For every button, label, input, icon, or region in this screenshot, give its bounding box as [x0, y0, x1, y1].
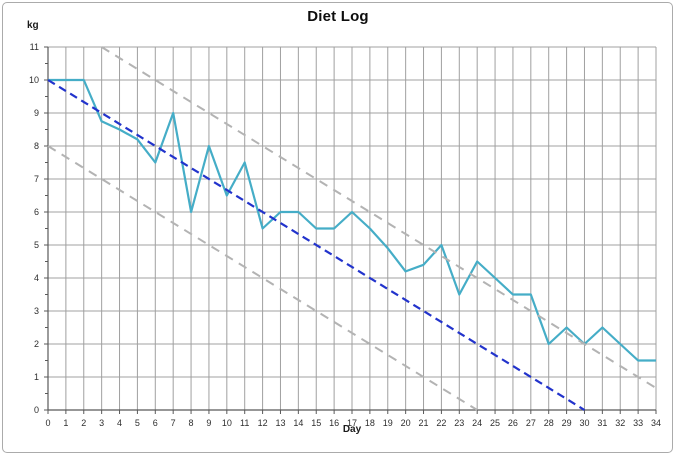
x-tick-label: 5: [135, 418, 140, 428]
chart-title: Diet Log: [307, 8, 369, 25]
x-tick-label: 22: [436, 418, 446, 428]
y-tick-label: 2: [34, 339, 39, 349]
x-tick-label: 32: [615, 418, 625, 428]
y-tick-label: 10: [29, 75, 39, 85]
x-tick-label: 12: [258, 418, 268, 428]
x-tick-label: 18: [365, 418, 375, 428]
x-tick-label: 8: [189, 418, 194, 428]
x-tick-label: 26: [508, 418, 518, 428]
x-tick-label: 17: [347, 418, 357, 428]
x-tick-label: 1: [63, 418, 68, 428]
x-tick-label: 15: [311, 418, 321, 428]
y-tick-labels: 0 1 2 3 4 5 6 7 8 9 10 11: [29, 42, 39, 415]
x-tick-label: 3: [99, 418, 104, 428]
x-tick-label: 28: [544, 418, 554, 428]
y-tick-label: 6: [34, 207, 39, 217]
x-tick-label: 9: [206, 418, 211, 428]
x-tick-label: 21: [419, 418, 429, 428]
x-tick-label: 25: [490, 418, 500, 428]
x-tick-label: 6: [153, 418, 158, 428]
x-tick-label: 33: [633, 418, 643, 428]
x-tick-label: 11: [240, 418, 249, 428]
series-trend: [47, 79, 586, 411]
x-axis-title: Day: [342, 424, 362, 435]
series-lower-bound: [47, 145, 478, 411]
x-tick-label: 0: [45, 418, 50, 428]
x-tick-label: 27: [526, 418, 536, 428]
x-tick-label: 2: [81, 418, 86, 428]
x-tick-label: 7: [171, 418, 176, 428]
y-tick-label: 11: [30, 42, 39, 52]
series-group: [47, 46, 657, 411]
x-tick-label: 19: [383, 418, 393, 428]
y-tick-label: 7: [34, 174, 39, 184]
x-tick-label: 4: [117, 418, 122, 428]
x-tick-label: 29: [562, 418, 572, 428]
x-tick-label: 16: [329, 418, 339, 428]
x-tick-label: 13: [275, 418, 285, 428]
x-tick-labels: 0 1 2 3 4 5 6 7 8 9 10 11 12 13 14 15 16 17 18 19 20 21 22 23 24…: [45, 418, 661, 428]
gridlines: [47, 46, 657, 411]
y-tick-label: 1: [34, 372, 39, 382]
x-tick-label: 14: [293, 418, 303, 428]
series-weight: [48, 78, 656, 362]
x-tick-label: 10: [222, 418, 232, 428]
axes: [44, 46, 657, 414]
y-tick-label: 9: [34, 108, 39, 118]
x-tick-label: 20: [401, 418, 411, 428]
y-axis-unit-label: kg: [27, 20, 39, 31]
x-tick-label: 23: [454, 418, 464, 428]
y-tick-label: 3: [34, 306, 39, 316]
x-tick-label: 30: [579, 418, 589, 428]
series-upper-bound: [101, 46, 657, 389]
y-tick-label: 8: [34, 141, 39, 151]
x-tick-label: 34: [651, 418, 661, 428]
y-tick-label: 5: [34, 240, 39, 250]
x-tick-label: 24: [472, 418, 482, 428]
y-tick-label: 0: [34, 405, 39, 415]
x-tick-label: 31: [597, 418, 607, 428]
y-tick-label: 4: [34, 273, 39, 283]
